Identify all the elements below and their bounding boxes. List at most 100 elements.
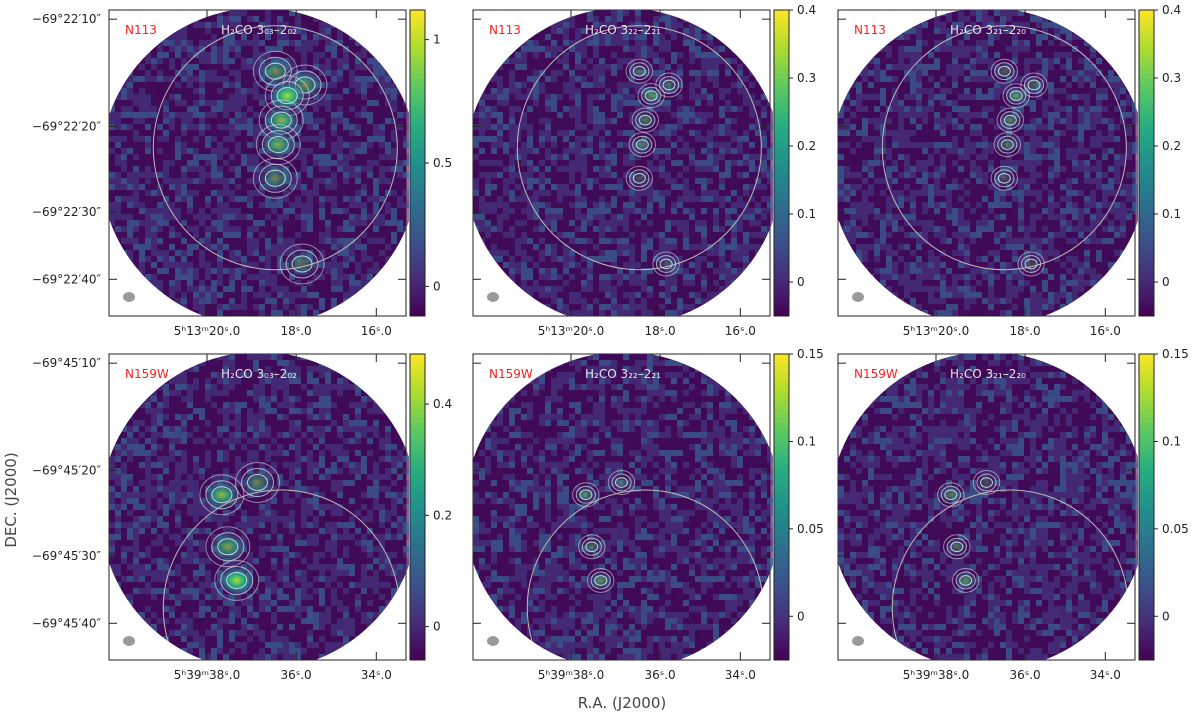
contour-line [940, 485, 961, 504]
contour-line [1024, 258, 1038, 270]
colorbar [409, 9, 426, 317]
x-tick-label: 5ʰ39ᵐ38ˢ.0 [903, 668, 969, 682]
contour-line [594, 575, 608, 586]
contour-line [1009, 90, 1023, 101]
contour-line [638, 114, 652, 126]
primary-beam-circle [152, 25, 398, 271]
x-tick-label: 16ˢ.0 [361, 324, 392, 338]
contour-line [581, 537, 602, 556]
line-label: H₂CO 3₀₃–2₀₂ [221, 367, 297, 381]
x-tick-label: 5ʰ39ᵐ38ˢ.0 [174, 668, 240, 682]
emission-peak [634, 111, 657, 129]
colorbar-tick-label: 0.05 [797, 522, 824, 536]
colorbar [773, 9, 790, 317]
contour-line [220, 565, 254, 595]
emission-peak [993, 169, 1016, 187]
contour-line [952, 567, 980, 593]
colorbar-tick-label: 1 [433, 33, 441, 47]
contour-line [943, 534, 971, 560]
emission-peak [628, 62, 651, 80]
contour-line [644, 90, 658, 101]
contour-line [572, 482, 600, 508]
contour-line [659, 258, 673, 270]
contour-line [1020, 72, 1048, 98]
contour-line [579, 489, 593, 501]
contour-line [267, 136, 289, 154]
x-tick-label: 36ˢ.0 [645, 668, 676, 682]
contour-line [950, 541, 964, 553]
contour-line [955, 571, 976, 590]
contour-line [662, 79, 676, 91]
colorbar-tick-label: 0.1 [797, 434, 816, 448]
emission-peak [209, 532, 246, 561]
colorbar-tick-label: 0.15 [1162, 347, 1189, 361]
x-tick-label: 16ˢ.0 [1090, 324, 1121, 338]
contour-line [652, 251, 680, 277]
y-tick-label: −69°45′20″ [32, 463, 102, 477]
colorbar [409, 353, 426, 661]
emission-peak [954, 572, 977, 589]
contour-line [990, 165, 1019, 191]
intensity-field [473, 354, 773, 660]
primary-beam-circle [516, 25, 762, 271]
contour-line [629, 169, 650, 188]
colorbar-tick-label: 0 [797, 609, 805, 623]
colorbar-tick-label: 0.5 [433, 156, 452, 170]
emission-peak [257, 164, 294, 193]
contour-line [655, 72, 683, 98]
emission-peak [269, 81, 306, 110]
contour-line [252, 157, 298, 199]
contour-line [241, 468, 274, 498]
contour-line [270, 111, 292, 129]
contour-line [629, 62, 650, 81]
contour-line [279, 243, 325, 285]
contour-line [199, 474, 245, 516]
contour-line [635, 111, 656, 130]
contour-line [205, 480, 239, 510]
contour-line [937, 482, 965, 508]
contour-line [214, 559, 260, 601]
beam-ellipse [852, 292, 864, 302]
contour-line [946, 537, 967, 556]
colorbar-tick-label: 0.2 [1162, 139, 1181, 153]
y-tick-label: −69°22′20″ [32, 119, 102, 133]
emission-peak [239, 468, 276, 497]
contour-line [258, 163, 292, 193]
intensity-field [109, 354, 409, 660]
contour-line [235, 462, 280, 504]
contour-line [205, 526, 251, 568]
map-panel: N159W H₂CO 3₂₁–2₂₀ 5ʰ39ᵐ38ˢ.0 36ˢ.0 34ˢ.0 0 0.… [837, 347, 1189, 682]
contour-line [993, 132, 1021, 158]
emission-peak [610, 474, 633, 491]
contour-line [611, 473, 632, 492]
source-label: N113 [489, 23, 521, 37]
x-tick-label: 18ˢ.0 [645, 324, 676, 338]
x-tick-label: 5ʰ13ᵐ20ˢ.0 [174, 324, 240, 338]
contour-line [1027, 79, 1041, 91]
emission-peak [203, 480, 240, 509]
contour-line [226, 571, 248, 589]
contour-line [959, 575, 973, 586]
emission-peak [999, 111, 1022, 129]
contour-line [635, 139, 649, 150]
contour-line [637, 83, 665, 109]
emission-peak [1023, 76, 1045, 94]
contour-line [285, 249, 319, 279]
source-label: N159W [489, 367, 533, 381]
contour-line [632, 173, 646, 184]
emission-peak [946, 538, 968, 556]
contour-line [658, 76, 680, 94]
contour-line [976, 473, 997, 492]
map-panel: N113 H₂CO 3₀₃–2₀₂ 5ʰ13ᵐ20ˢ.0 18ˢ.0 16ˢ.0 −69°… [32, 9, 452, 338]
y-tick-label: −69°22′30″ [32, 205, 102, 219]
contour-line [625, 58, 654, 84]
colorbar-tick-label: 0.1 [1162, 207, 1181, 221]
emission-peak [996, 136, 1019, 154]
contour-line [1006, 86, 1027, 105]
x-tick-label: 36ˢ.0 [1010, 668, 1041, 682]
contour-line [585, 541, 599, 553]
contour-line [632, 65, 646, 77]
source-label: N159W [854, 367, 898, 381]
colorbar-tick-label: 0 [797, 275, 805, 289]
source-label: N159W [125, 367, 169, 381]
